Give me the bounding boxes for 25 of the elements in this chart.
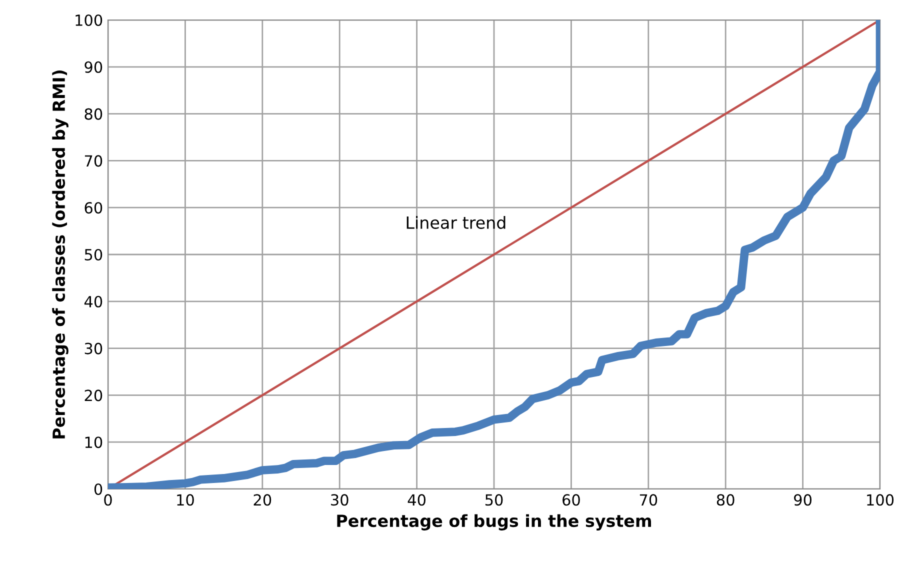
- x-tick-label: 20: [254, 494, 272, 506]
- y-tick-label: 10: [85, 436, 102, 448]
- x-tick-label: 10: [177, 494, 194, 506]
- x-tick-label: 90: [794, 494, 812, 506]
- annotation: Linear trend: [406, 216, 506, 229]
- y-tick-label: 80: [84, 108, 102, 120]
- y-tick-label: 0: [94, 483, 102, 496]
- x-tick-label: 100: [867, 494, 894, 506]
- x-tick-label: 80: [716, 494, 734, 506]
- y-tick-label: 100: [76, 14, 102, 26]
- y-tick-label: 50: [84, 248, 102, 261]
- x-tick-label: 50: [485, 494, 503, 506]
- x-tick-label: 70: [640, 494, 658, 506]
- y-tick-label: 90: [84, 61, 102, 73]
- y-tick-label: 40: [84, 296, 102, 308]
- y-tick-label: 20: [84, 390, 102, 402]
- y-tick-label: 70: [84, 155, 102, 167]
- x-axis-title: Percentage of bugs in the system: [337, 514, 652, 530]
- y-axis-title: Percentage of classes (ordered by RMI): [52, 70, 68, 438]
- y-tick-label: 30: [84, 342, 102, 354]
- x-tick-label: 40: [408, 494, 426, 506]
- x-tick-label: 60: [562, 494, 580, 506]
- x-tick-label: 0: [104, 494, 112, 506]
- y-tick-label: 60: [84, 202, 102, 214]
- x-tick-label: 30: [331, 494, 348, 506]
